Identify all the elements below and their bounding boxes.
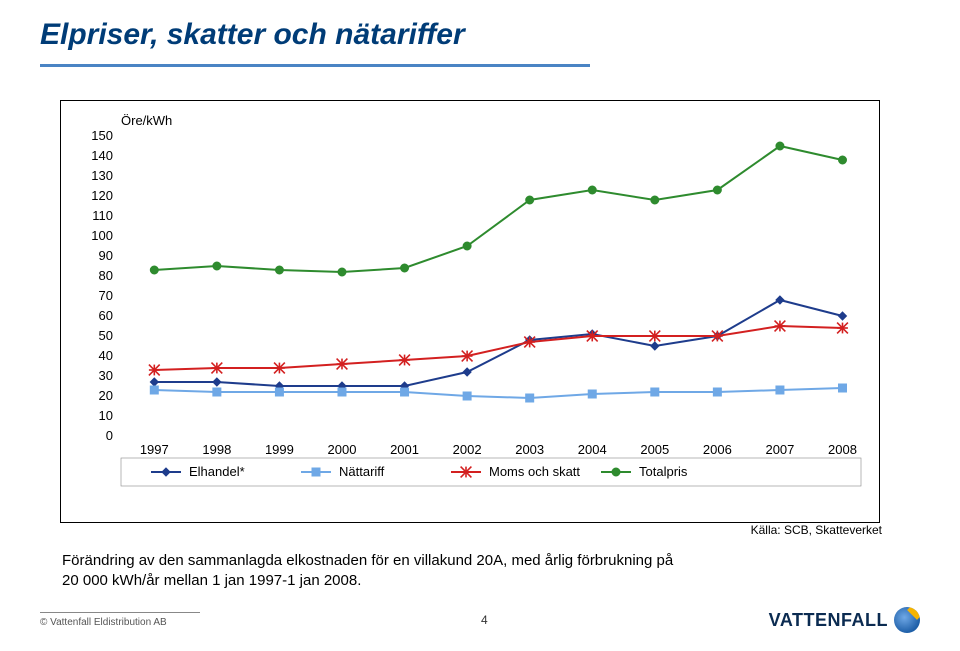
caption-line-1: Förändring av den sammanlagda elkostnade… xyxy=(62,551,882,571)
svg-text:2004: 2004 xyxy=(578,442,607,457)
title-band: Elpriser, skatter och nätariffer xyxy=(40,0,920,70)
svg-text:2006: 2006 xyxy=(703,442,732,457)
chart-container: Öre/kWh 0 10 20 30 40 50 60 70 80 90 100 110 120 130 1… xyxy=(60,100,880,523)
svg-text:10: 10 xyxy=(99,408,113,423)
svg-text:140: 140 xyxy=(91,148,113,163)
brand-text: VATTENFALL xyxy=(769,610,888,631)
caption-line-2: 20 000 kWh/år mellan 1 jan 1997-1 jan 20… xyxy=(62,571,882,591)
svg-text:2005: 2005 xyxy=(640,442,669,457)
svg-text:60: 60 xyxy=(99,308,113,323)
svg-text:80: 80 xyxy=(99,268,113,283)
svg-text:100: 100 xyxy=(91,228,113,243)
svg-text:150: 150 xyxy=(91,130,113,143)
brand-logo: VATTENFALL xyxy=(769,607,920,633)
title-underline xyxy=(40,64,590,67)
caption-block: Källa: SCB, Skatteverket Förändring av d… xyxy=(62,537,882,590)
svg-text:Elhandel*: Elhandel* xyxy=(189,464,245,479)
page-number: 4 xyxy=(481,613,488,627)
page-title: Elpriser, skatter och nätariffer xyxy=(40,18,465,52)
svg-text:90: 90 xyxy=(99,248,113,263)
svg-text:2003: 2003 xyxy=(515,442,544,457)
svg-text:Totalpris: Totalpris xyxy=(639,464,688,479)
copyright: © Vattenfall Eldistribution AB xyxy=(40,612,200,628)
svg-text:30: 30 xyxy=(99,368,113,383)
svg-text:120: 120 xyxy=(91,188,113,203)
svg-text:2002: 2002 xyxy=(453,442,482,457)
source-text: Källa: SCB, Skatteverket xyxy=(62,523,882,537)
svg-text:2000: 2000 xyxy=(328,442,357,457)
footer: © Vattenfall Eldistribution AB 4 VATTENF… xyxy=(0,605,960,635)
svg-text:50: 50 xyxy=(99,328,113,343)
svg-text:130: 130 xyxy=(91,168,113,183)
svg-text:2001: 2001 xyxy=(390,442,419,457)
svg-text:20: 20 xyxy=(99,388,113,403)
brand-mark-icon xyxy=(894,607,920,633)
svg-text:110: 110 xyxy=(92,208,113,223)
svg-text:0: 0 xyxy=(106,428,113,443)
svg-text:1998: 1998 xyxy=(202,442,231,457)
svg-text:70: 70 xyxy=(99,288,113,303)
svg-text:40: 40 xyxy=(99,348,113,363)
svg-text:1997: 1997 xyxy=(140,442,169,457)
line-chart: 0 10 20 30 40 50 60 70 80 90 100 110 120 130 140 150 199… xyxy=(75,130,867,508)
svg-text:Moms och skatt: Moms och skatt xyxy=(489,464,580,479)
svg-text:1999: 1999 xyxy=(265,442,294,457)
svg-text:Nättariff: Nättariff xyxy=(339,464,385,479)
y-axis-label: Öre/kWh xyxy=(121,113,865,128)
svg-text:2008: 2008 xyxy=(828,442,857,457)
svg-text:2007: 2007 xyxy=(765,442,794,457)
